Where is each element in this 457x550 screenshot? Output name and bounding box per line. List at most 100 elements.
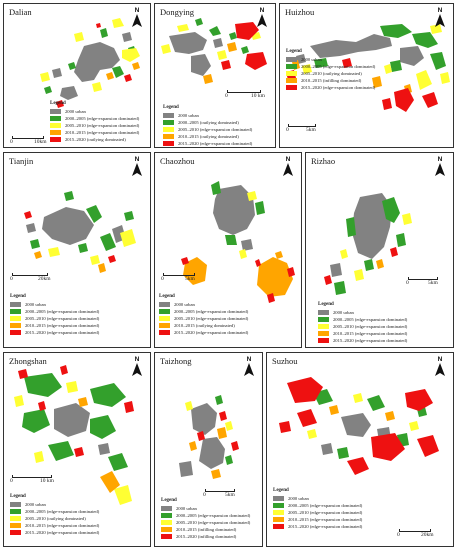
legend-swatch (318, 338, 329, 343)
legend: Legend 2000 urban 2000–2005 (edge-expansio… (50, 100, 139, 143)
expansion-2015-2020 (279, 377, 439, 475)
panel-rizhao: Rizhao N 0 5km Legend 2000 urban 2000–2005… (305, 152, 454, 348)
legend-item: 2005–2010 (edge-expansion dominated) (318, 323, 407, 330)
expansion-2010-2015 (106, 62, 140, 80)
expansion-2005-2010 (161, 24, 261, 60)
panel-zhongshan: Zhongshan N 0 10 km Legend 2000 urban 2000… (3, 352, 151, 547)
scale-distance: 10 km (40, 478, 54, 484)
panel-chaozhou: Chaozhou N 0 5km Legend 2000 urban 2000–20… (154, 152, 302, 348)
panel-tianjin: Tianjin N 0 20km Legend 2000 urban 2000–20… (3, 152, 151, 348)
legend-label: 2010–2015 (outlying dominated) (174, 323, 235, 328)
legend-label: 2010–2015 (edge-expansion dominated) (288, 517, 363, 522)
panel-huizhou: Huizhou N Legend 2000 urban 2000–2005 (edg… (279, 3, 454, 148)
legend-item: 2005–2010 (edge-expansion dominated) (159, 315, 248, 322)
legend-swatch (10, 323, 21, 328)
expansion-2015-2020 (56, 23, 132, 108)
legend: Legend 2000 urban 2000–2005 (edge-expansio… (10, 493, 99, 536)
legend-swatch (10, 330, 21, 335)
north-arrow-icon: N (255, 7, 269, 28)
legend-label: 2005–2010 (outlying dominated) (25, 516, 86, 521)
map-zhongshan (14, 365, 134, 505)
expansion-2000-2005 (22, 373, 128, 471)
legend-heading: Legend (286, 49, 302, 54)
urban-area (54, 403, 110, 455)
map-rizhao (324, 193, 412, 295)
north-arrow-icon: N (433, 7, 447, 28)
north-arrow-icon: N (130, 156, 144, 177)
legend-heading: Legend (163, 105, 179, 110)
legend-label: 2005–2010 (outlying dominated) (301, 71, 362, 76)
expansion-2005-2010 (185, 401, 233, 431)
legend-swatch (163, 134, 174, 139)
legend-swatch (159, 309, 170, 314)
expansion-2015-2020 (181, 257, 295, 303)
legend-label: 2000 urban (65, 109, 86, 114)
legend-item: 2015–2020 (edge-expansion dominated) (318, 337, 407, 344)
panel-dongying: Dongying N 0 10 km Legend 2000 urban 2000–… (154, 3, 276, 148)
legend-label: 2010–2015 (edge-expansion dominated) (65, 130, 140, 135)
legend-swatch (10, 502, 21, 507)
legend-swatch (10, 516, 21, 521)
legend-label: 2010–2015 (outlying dominated) (178, 134, 239, 139)
scale-zero: 0 (10, 478, 13, 484)
legend-label: 2015–2020 (edge-expansion dominated) (25, 330, 100, 335)
scale-distance: 10km (34, 139, 47, 145)
legend-label: 2000–2005 (edge-expansion dominated) (25, 309, 100, 314)
legend-item: 2005–2010 (outlying dominated) (286, 70, 375, 77)
panel-title: Chaozhou (160, 156, 195, 166)
north-label: N (134, 356, 140, 363)
legend-item: 2010–2015 (infilling dominated) (161, 526, 250, 533)
legend-label: 2010–2015 (edge-expansion dominated) (25, 523, 100, 528)
legend-item: 2015–2020 (edge-expansion dominated) (163, 140, 252, 147)
legend-swatch (50, 123, 61, 128)
legend-item: 2005–2010 (edge-expansion dominated) (161, 519, 250, 526)
panel-title: Dongying (160, 7, 194, 17)
north-label: N (437, 7, 443, 14)
legend-item: 2000 urban (50, 108, 139, 115)
legend-item: 2010–2015 (edge-expansion dominated) (10, 522, 99, 529)
expansion-2010-2015 (78, 397, 120, 493)
legend-swatch (161, 527, 172, 532)
expansion-2010-2015 (189, 427, 227, 479)
north-label: N (437, 356, 443, 363)
legend-swatch (159, 323, 170, 328)
legend-label: 2000–2005 (edge-expansion dominated) (176, 513, 251, 518)
map-huizhou (286, 24, 450, 112)
legend-item: 2015–2020 (edge-expansion dominated) (10, 329, 99, 336)
legend-label: 2015–2020 (edge-expansion dominated) (178, 141, 253, 146)
legend-item: 2000–2005 (edge-expansion dominated) (161, 512, 250, 519)
legend-swatch (50, 137, 61, 142)
panel-title: Zhongshan (9, 356, 47, 366)
map-taizhong (179, 395, 239, 479)
legend-item: 2000–2005 (edge-expansion dominated) (273, 502, 362, 509)
legend-item: 2000–2005 (edge-expansion dominated) (286, 63, 375, 70)
scale-distance: 5km (185, 276, 195, 282)
legend-item: 2015–2020 (outlying dominated) (50, 136, 139, 143)
legend-label: 2000 urban (25, 502, 46, 507)
scale-distance: 20km (38, 276, 51, 282)
legend-label: 2000–2005 (edge-expansion dominated) (25, 509, 100, 514)
panel-title: Rizhao (311, 156, 336, 166)
legend-item: 2000–2005 (edge-expansion dominated) (50, 115, 139, 122)
north-label: N (134, 156, 140, 163)
legend-label: 2015–2020 (edge-expansion dominated) (301, 85, 376, 90)
legend-item: 2010–2015 (edge-expansion dominated) (273, 516, 362, 523)
legend-swatch (163, 141, 174, 146)
legend-label: 2000 urban (178, 113, 199, 118)
legend: Legend 2000 urban 2000–2005 (edge-expansio… (318, 301, 407, 344)
legend-label: 2005–2010 (edge-expansion dominated) (25, 316, 100, 321)
legend-label: 2010–2015 (edge-expansion dominated) (25, 323, 100, 328)
urban-area (179, 403, 225, 477)
legend-swatch (10, 302, 21, 307)
legend-item: 2015–2020 (edge-expansion dominated) (273, 523, 362, 530)
legend-label: 2005–2010 (edge-expansion dominated) (174, 316, 249, 321)
legend-swatch (161, 534, 172, 539)
expansion-2015-2020 (197, 411, 239, 451)
urban-area (213, 185, 255, 251)
expansion-2010-2015 (376, 259, 384, 269)
expansion-2005-2010 (239, 191, 257, 259)
legend-label: 2000–2005 (edge-expansion dominated) (174, 309, 249, 314)
expansion-2010-2015 (203, 42, 237, 84)
legend-swatch (318, 317, 329, 322)
scale-distance: 10 km (251, 93, 265, 99)
